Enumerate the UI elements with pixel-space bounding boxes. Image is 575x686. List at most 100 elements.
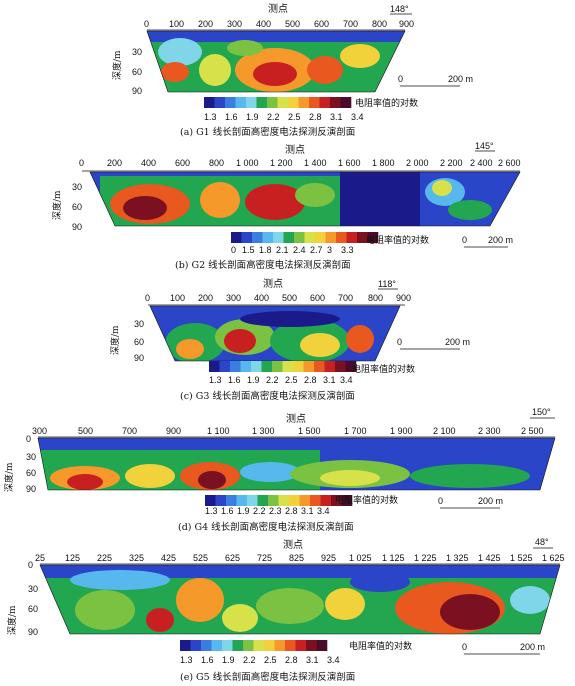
legend-swatch [289,495,300,506]
legend-value: 3.1 [323,375,336,385]
legend-values: 1.3 1.6 1.9 2.2 2.5 2.8 3.1 3.4 [204,112,364,122]
depth-tick: 90 [26,484,36,494]
legend-value: 2.2 [266,375,279,385]
scale-zero: 0 [398,74,403,84]
legend-title: 电阻率值的对数 [352,363,415,375]
tick-label: 0 [145,293,150,303]
legend-value: 2.2 [267,112,280,122]
legend-swatch [325,232,337,243]
legend-swatch [336,232,347,243]
tick-label: 925 [321,553,336,563]
depth-label: 深度/m [51,190,63,220]
tick-label: 600 [314,19,329,29]
tick-label: 225 [97,553,112,563]
legend-swatch [330,97,341,108]
resistivity-section [40,565,560,634]
axis-title: 测点 [285,143,305,156]
legend-value: 1.9 [237,506,250,516]
depth-tick: 60 [28,604,38,614]
legend-swatch [232,640,244,651]
tick-label: 800 [209,158,224,168]
legend-swatch [262,232,274,243]
x-ticks: 0 100 200 300 400 500 600 700 800 900 [144,19,414,29]
legend-value: 2.8 [285,655,298,665]
legend-swatch [257,495,269,506]
depth-tick: 60 [134,337,144,347]
bearing-label: 48° [535,537,549,547]
tick-label: 1 325 [446,553,469,563]
legend-swatch [293,361,304,372]
legend-swatch [231,232,242,243]
caption: (e) G5 线长剖面高密度电法探测反演剖面 [180,671,355,683]
tick-label: 2 000 [406,158,429,168]
resistivity-section [38,438,555,490]
legend-value: 1.8 [259,245,272,255]
tick-label: 25 [35,553,45,563]
legend-swatch [288,97,299,108]
tick-label: 600 [310,293,325,303]
depth-tick: 90 [132,86,142,96]
tick-label: 1 100 [207,426,230,436]
legend-value: 3.3 [341,245,354,255]
legend-swatch [247,495,258,506]
tick-label: 1 400 [304,158,327,168]
tick-label: 200 [198,293,213,303]
axis-title: 测点 [283,538,303,551]
legend-swatch [246,97,257,108]
legend-swatch [282,361,294,372]
legend-title: 电阻率值的对数 [335,494,398,506]
depth-tick: 30 [28,584,38,594]
caption: (b) G2 线长剖面高密度电法探测反演剖面 [175,259,351,271]
tick-label: 100 [169,19,184,29]
tick-label: 900 [399,19,414,29]
legend-value: 3.4 [327,655,340,665]
section-outline [146,30,406,93]
legend-value: 1.3 [204,112,217,122]
depth-label: 深度/m [6,605,18,635]
tick-label: 200 [107,158,122,168]
scale-value: 200 m [488,235,513,245]
tick-label: 800 [372,19,387,29]
panel-g4: 测点 300 500 700 900 1 100 1 300 1 500 1 7… [0,407,575,540]
legend-swatch [180,640,191,651]
tick-label: 1 000 [236,158,259,168]
legend-title: 电阻率值的对数 [366,234,429,246]
legend-value: 3.4 [317,506,330,516]
scale-value: 200 m [445,337,470,347]
legend-swatch [251,361,262,372]
depth-label: 深度/m [3,462,15,492]
depth-tick: 0 [28,560,33,570]
legend-value: 2.4 [293,245,306,255]
legend-swatch [190,640,202,651]
x-ticks: 0 200 400 600 800 1 000 1 200 1 400 1 60… [79,158,521,168]
depth-tick: 30 [134,319,144,329]
legend-swatch [294,232,305,243]
legend-value: 1.6 [225,112,238,122]
section-g1: 测点 0 100 200 300 400 500 600 700 800 900… [111,2,473,138]
tick-label: 825 [289,553,304,563]
caption: (c) G3 线长剖面高密度电法探测反演剖面 [180,390,355,402]
legend-swatch [331,495,342,506]
legend-swatch [285,640,296,651]
legend-value: 2.3 [269,506,282,516]
legend-swatch [314,361,325,372]
legend-swatch [204,97,215,108]
depth-tick: 30 [72,182,82,192]
legend-values: 1.3 1.6 1.9 2.2 2.5 2.8 3.1 3.4 [209,375,353,385]
legend-swatch [261,361,273,372]
legend-title: 电阻率值的对数 [349,640,412,652]
tick-label: 1 225 [414,553,437,563]
tick-label: 900 [166,426,181,436]
legend-value: 2.5 [264,655,277,665]
tick-label: 100 [170,293,185,303]
tick-label: 1 900 [390,426,413,436]
legend-value: 1.3 [209,375,222,385]
tick-label: 400 [256,19,271,29]
legend-swatch [309,97,320,108]
tick-label: 1 125 [382,553,405,563]
legend-value: 2.5 [288,112,301,122]
axis-title: 测点 [268,2,288,15]
legend-value: 2.2 [243,655,256,665]
depth-tick: 60 [72,202,82,212]
legend-value: 2.1 [276,245,289,255]
